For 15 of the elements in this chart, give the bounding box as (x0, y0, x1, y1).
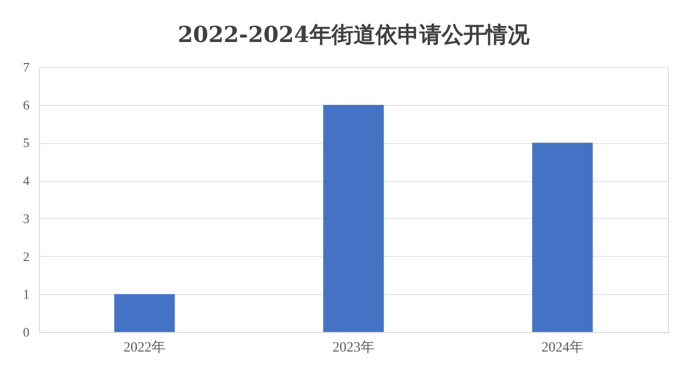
chart-title: 2022-2024年街道依申请公开情况 (178, 22, 530, 48)
y-tick-label: 0 (23, 324, 30, 340)
x-tick-label: 2023年 (332, 340, 374, 356)
y-tick-label: 5 (23, 135, 30, 150)
y-tick-label: 3 (23, 210, 30, 226)
y-tick-label: 6 (23, 97, 30, 112)
x-tick-label: 2024年 (541, 340, 584, 356)
y-tick-label: 1 (23, 286, 30, 302)
bar (323, 104, 384, 332)
bar (532, 142, 593, 332)
y-tick-label: 7 (23, 60, 30, 74)
bar (114, 294, 175, 332)
y-tick-label: 4 (23, 173, 30, 188)
y-tick-label: 2 (23, 248, 30, 264)
x-tick-label: 2022年 (124, 340, 166, 356)
